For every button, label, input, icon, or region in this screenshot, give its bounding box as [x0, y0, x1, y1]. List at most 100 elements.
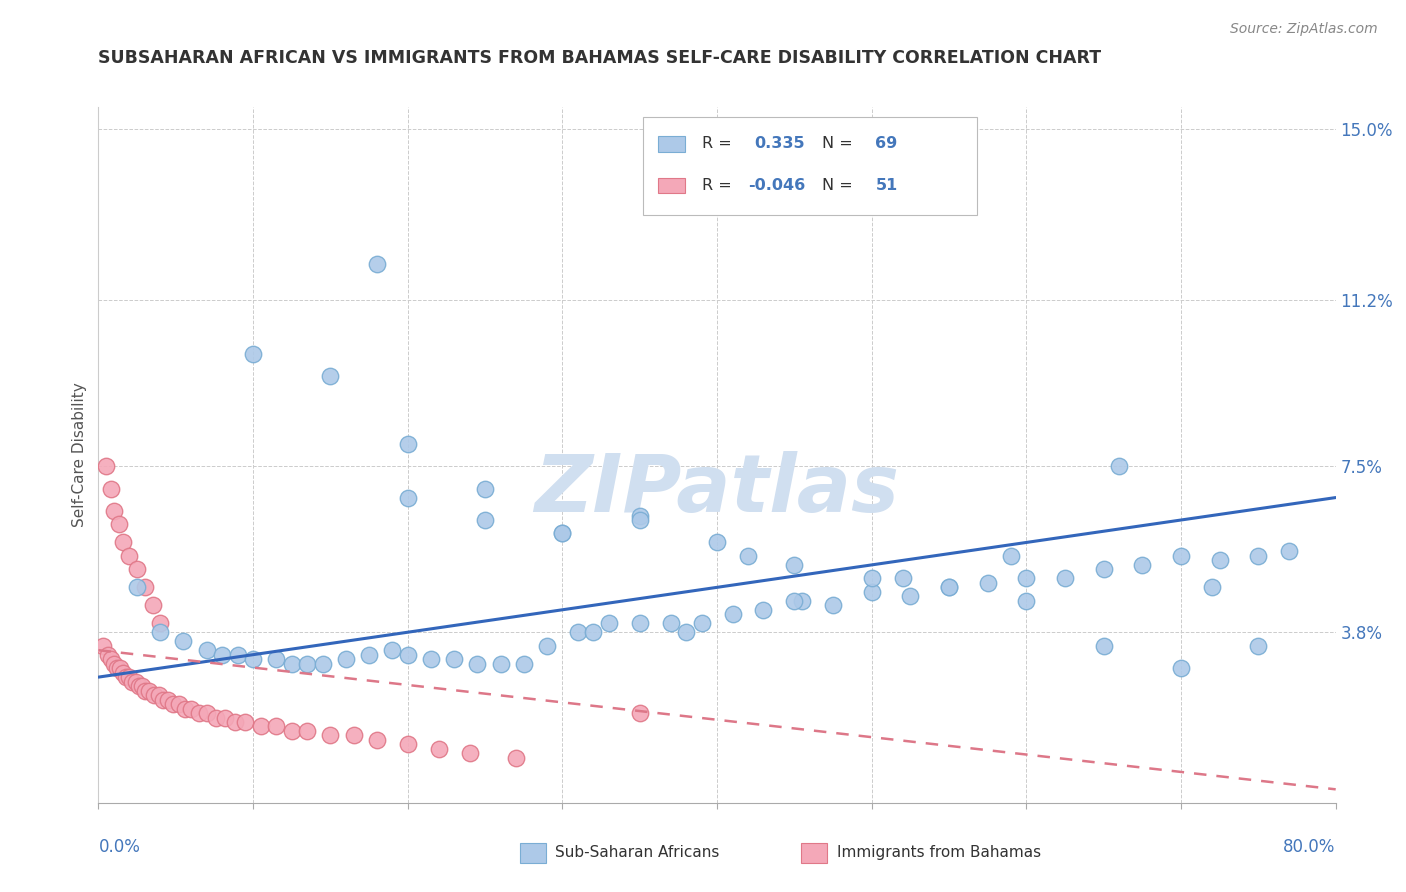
Point	[205, 710, 228, 724]
Point	[737, 549, 759, 563]
Point	[319, 369, 342, 384]
Point	[224, 714, 246, 729]
Point	[149, 625, 172, 640]
Bar	[658, 178, 685, 194]
Point	[551, 526, 574, 541]
Text: ZIPatlas: ZIPatlas	[534, 450, 900, 529]
Point	[598, 616, 620, 631]
Point	[188, 706, 211, 720]
Point	[162, 697, 184, 711]
Point	[419, 652, 441, 666]
Point	[427, 742, 450, 756]
Point	[938, 580, 960, 594]
Point	[790, 594, 813, 608]
Point	[152, 692, 174, 706]
Point	[195, 706, 218, 720]
Point	[233, 714, 257, 729]
Point	[721, 607, 744, 622]
Point	[112, 665, 135, 680]
Point	[149, 616, 172, 631]
Point	[127, 562, 149, 576]
Point	[343, 729, 366, 743]
Point	[551, 526, 574, 541]
Point	[1278, 544, 1301, 558]
Point	[1092, 562, 1115, 576]
Point	[783, 558, 806, 572]
Point	[891, 571, 914, 585]
Point	[976, 575, 998, 590]
Point	[1130, 558, 1153, 572]
Point	[628, 706, 651, 720]
Point	[900, 590, 922, 604]
Point	[752, 603, 775, 617]
Y-axis label: Self-Care Disability: Self-Care Disability	[72, 383, 87, 527]
Point	[1092, 639, 1115, 653]
Point	[148, 688, 170, 702]
Point	[335, 652, 357, 666]
Point	[115, 670, 138, 684]
Point	[474, 482, 496, 496]
Point	[107, 517, 129, 532]
Point	[281, 723, 304, 738]
Text: 80.0%: 80.0%	[1284, 838, 1336, 856]
Text: Sub-Saharan Africans: Sub-Saharan Africans	[555, 846, 720, 860]
Point	[118, 549, 141, 563]
Point	[214, 710, 236, 724]
Point	[250, 719, 273, 733]
Point	[319, 729, 342, 743]
Point	[134, 580, 156, 594]
Point	[112, 535, 135, 549]
Point	[1170, 661, 1192, 675]
Text: Immigrants from Bahamas: Immigrants from Bahamas	[837, 846, 1040, 860]
Point	[690, 616, 713, 631]
Point	[242, 347, 264, 361]
Point	[124, 674, 146, 689]
Point	[1247, 549, 1270, 563]
Point	[108, 661, 131, 675]
Point	[195, 643, 218, 657]
Point	[366, 733, 388, 747]
Point	[706, 535, 728, 549]
Point	[121, 674, 143, 689]
Bar	[658, 136, 685, 152]
Point	[396, 648, 419, 662]
Point	[1054, 571, 1077, 585]
Point	[1015, 571, 1038, 585]
Text: 0.0%: 0.0%	[98, 838, 141, 856]
Text: 51: 51	[876, 178, 897, 194]
Point	[226, 648, 249, 662]
Point	[96, 459, 118, 474]
Point	[172, 634, 194, 648]
Point	[513, 657, 536, 671]
Point	[396, 738, 419, 752]
Point	[157, 692, 180, 706]
Point	[821, 599, 844, 613]
Point	[103, 657, 125, 671]
Point	[659, 616, 682, 631]
Text: -0.046: -0.046	[748, 178, 806, 194]
Text: R =: R =	[702, 136, 737, 152]
Point	[127, 580, 149, 594]
Point	[467, 657, 489, 671]
Point	[505, 751, 527, 765]
Point	[100, 482, 122, 496]
Point	[628, 616, 651, 631]
Point	[264, 719, 288, 733]
Point	[582, 625, 605, 640]
Point	[141, 599, 165, 613]
Text: 69: 69	[876, 136, 897, 152]
Point	[167, 697, 190, 711]
Point	[91, 639, 114, 653]
Point	[312, 657, 335, 671]
Point	[281, 657, 304, 671]
Point	[458, 747, 481, 761]
Point	[138, 683, 160, 698]
Text: R =: R =	[702, 178, 737, 194]
Point	[1208, 553, 1232, 567]
Point	[860, 584, 883, 599]
Point	[264, 652, 288, 666]
Point	[100, 652, 122, 666]
Text: 0.335: 0.335	[754, 136, 804, 152]
Point	[131, 679, 153, 693]
Point	[396, 491, 419, 505]
